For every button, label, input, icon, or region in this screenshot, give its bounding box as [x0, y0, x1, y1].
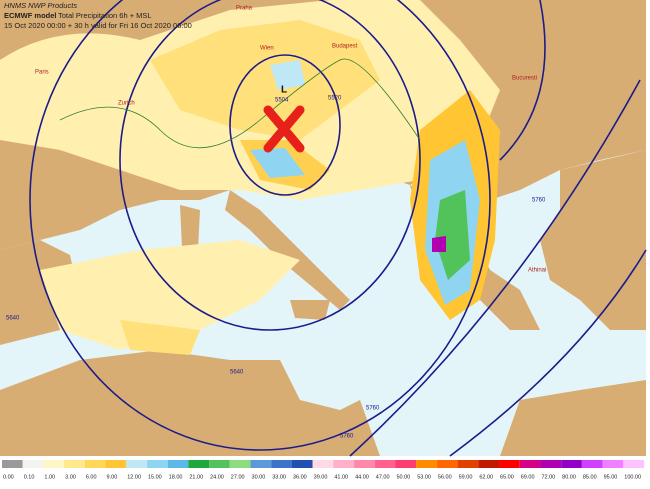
colorbar-swatch	[250, 460, 272, 468]
field: Total Precipitation 6h + MSL	[58, 11, 152, 20]
colorbar-swatch	[395, 460, 417, 468]
city: Bucuresti	[512, 76, 537, 82]
colorbar-label: 95.00	[604, 474, 618, 480]
colorbar-label: 80.00	[562, 474, 576, 480]
colorbar-swatch	[126, 460, 147, 468]
colorbar-label: 0.00	[3, 474, 14, 480]
colorbar-label: 12.00	[127, 474, 141, 480]
city: Budapest	[332, 44, 358, 50]
colorbar-swatch	[333, 460, 355, 468]
colorbar-swatch	[354, 460, 375, 468]
colorbar-label: 53.00	[417, 474, 431, 480]
colorbar-swatch	[84, 460, 106, 468]
city: Athinai	[528, 268, 546, 274]
colorbar-label: 18.00	[169, 474, 183, 480]
colorbar-label: 27.00	[231, 474, 245, 480]
contour-label: 5640	[6, 316, 20, 322]
colorbar-label: 3.00	[65, 474, 76, 480]
product: HNMS NWP Products	[4, 1, 77, 10]
colorbar-label: 30.00	[252, 474, 266, 480]
colorbar-label: 33.00	[272, 474, 286, 480]
colorbar-label: 39.00	[314, 474, 328, 480]
colorbar-swatch	[581, 460, 603, 468]
colorbar-swatch	[22, 460, 44, 468]
colorbar-label: 50.00	[396, 474, 410, 480]
colorbar-swatch	[2, 460, 23, 468]
colorbar-swatch	[416, 460, 437, 468]
isobars	[29, 0, 647, 457]
contour-label: 5520	[328, 96, 342, 102]
colorbar-label: 1.00	[44, 474, 55, 480]
colorbar-label: 85.00	[583, 474, 597, 480]
model: ECMWF model	[4, 11, 57, 20]
colorbar-label: 6.00	[86, 474, 97, 480]
colorbar-label: 24.00	[210, 474, 224, 480]
colorbar-label: 65.00	[500, 474, 514, 480]
colorbar-label: 59.00	[459, 474, 473, 480]
colorbar-swatch	[436, 460, 458, 468]
colorbar-label: 9.00	[107, 474, 118, 480]
colorbar-swatch	[229, 460, 251, 468]
colorbar-swatch	[43, 460, 65, 468]
colorbar-swatch	[105, 460, 127, 468]
colorbar-swatch	[561, 460, 582, 468]
contour-label: 5760	[366, 406, 380, 412]
city: Wien	[260, 46, 274, 52]
colorbar: 0.00 0.10 1.00 3.00 6.00 9.00 12.00 15.00 18.00 2…	[2, 460, 644, 480]
colorbar-label: 56.00	[438, 474, 452, 480]
colorbar-swatch	[623, 460, 644, 468]
colorbar-swatch	[167, 460, 189, 468]
colorbar-label: 44.00	[355, 474, 369, 480]
coastline	[59, 58, 421, 149]
contour-label: 5760	[340, 434, 354, 440]
validity: 15 Oct 2020 00:00 + 30 h valid for Fri 1…	[4, 21, 192, 30]
contour-label: 5760	[532, 198, 546, 204]
colorbar-label: 47.00	[376, 474, 390, 480]
colorbar-swatch	[540, 460, 562, 468]
colorbar-label: 69.00	[521, 474, 535, 480]
colorbar-swatch	[519, 460, 541, 468]
city: Praha	[236, 6, 253, 12]
colorbar-swatch	[499, 460, 520, 468]
contour-label: 5640	[230, 370, 244, 376]
colorbar-swatch	[374, 460, 396, 468]
colorbar-swatch	[312, 460, 334, 468]
colorbar-swatch	[291, 460, 313, 468]
colorbar-swatch	[209, 460, 230, 468]
colorbar-swatch	[271, 460, 292, 468]
colorbar-swatch	[478, 460, 500, 468]
city: Paris	[35, 70, 49, 76]
colorbar-swatch	[602, 460, 624, 468]
colorbar-swatch	[188, 460, 210, 468]
low-center: L	[281, 85, 287, 96]
city: Zurich	[118, 101, 135, 107]
colorbar-swatch	[146, 460, 168, 468]
colorbar-label: 0.10	[24, 474, 35, 480]
contour-label: 5504	[275, 98, 289, 104]
colorbar-label: 100.00	[624, 474, 641, 480]
colorbar-label: 72.00	[541, 474, 555, 480]
colorbar-label: 41.00	[334, 474, 348, 480]
colorbar-label: 21.00	[189, 474, 203, 480]
colorbar-swatch	[64, 460, 85, 468]
colorbar-label: 62.00	[479, 474, 493, 480]
colorbar-label: 36.00	[293, 474, 307, 480]
precipitation	[0, 0, 500, 355]
storm-marker	[263, 105, 305, 153]
colorbar-swatch	[457, 460, 479, 468]
colorbar-label: 15.00	[148, 474, 162, 480]
